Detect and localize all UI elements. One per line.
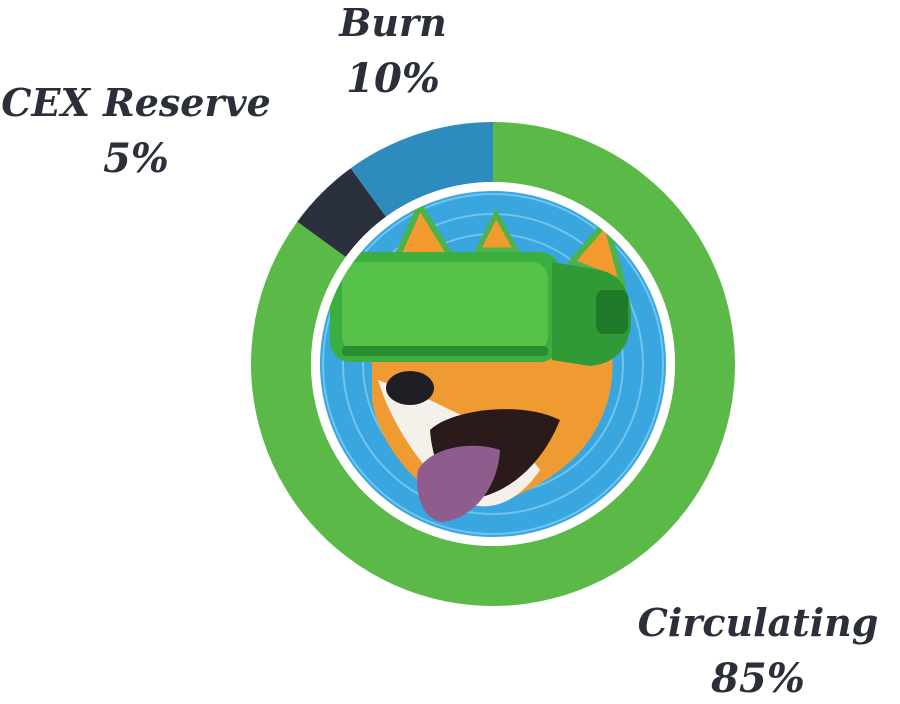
vr-headset-shiba-dog-icon xyxy=(311,182,675,546)
label-circulating-percent: 85% xyxy=(710,655,805,702)
slice-cex-reserve xyxy=(297,168,387,258)
donut-slices xyxy=(251,122,736,607)
label-cex-reserve-percent: 5% xyxy=(103,135,169,182)
slice-burn xyxy=(350,122,493,217)
label-burn-name: Burn xyxy=(338,0,446,45)
label-burn-percent: 10% xyxy=(346,55,440,102)
label-circulating-name: Circulating xyxy=(638,600,879,645)
label-cex-reserve-name: CEX Reserve xyxy=(1,80,271,125)
legend-labels: Burn 10% CEX Reserve 5% Circulating 85% xyxy=(1,0,878,702)
